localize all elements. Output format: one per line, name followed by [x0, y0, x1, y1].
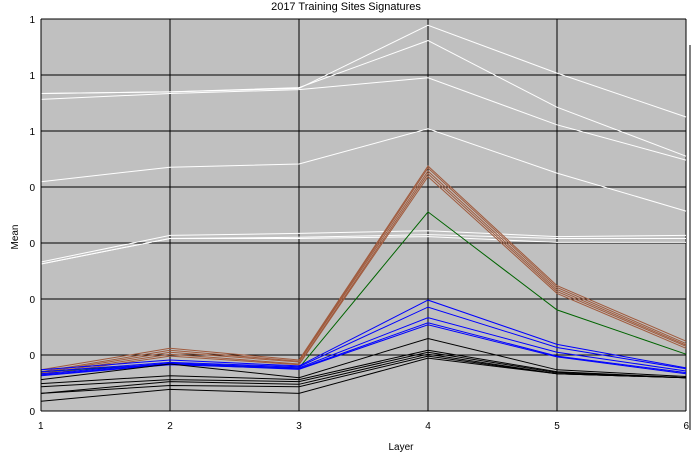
series-line-18: [40, 324, 687, 376]
axes: [40, 19, 691, 430]
chart-title: 2017 Training Sites Signatures: [271, 1, 421, 13]
series-line-12: [40, 175, 687, 376]
series-line-3: [40, 77, 687, 161]
x-tick-label: 5: [554, 421, 560, 432]
y-axis-title: Mean: [10, 224, 21, 249]
y-tick-label: 0: [29, 407, 35, 418]
series-line-19: [40, 337, 687, 381]
x-tick-label: 2: [167, 421, 173, 432]
series-line-9: [40, 167, 687, 373]
y-tick-label: 0: [29, 239, 35, 250]
series-line-7: [40, 230, 687, 263]
x-tick-label: 1: [38, 421, 44, 432]
x-axis-title: Layer: [388, 442, 414, 453]
series-line-4: [40, 128, 687, 212]
grid-lines: [41, 18, 687, 411]
x-tick-label: 4: [425, 421, 431, 432]
series-line-11: [40, 173, 687, 375]
series-line-24: [40, 357, 687, 402]
series-line-2: [40, 40, 687, 157]
y-tick-label: 0: [29, 183, 35, 194]
y-tick-label: 1: [29, 127, 35, 138]
y-tick-label: 0: [29, 295, 35, 306]
series-line-8: [40, 165, 687, 371]
series-lines: [40, 24, 687, 402]
series-line-20: [40, 349, 687, 385]
series-line-10: [40, 170, 687, 374]
series-line-14: [40, 299, 687, 371]
y-tick-label: 0: [29, 351, 35, 362]
series-line-15: [40, 306, 687, 373]
plot-area: [41, 19, 686, 411]
x-tick-label: 6: [683, 421, 689, 432]
series-line-21: [40, 351, 687, 388]
x-tick-label: 3: [296, 421, 302, 432]
y-tick-label: 1: [29, 15, 35, 26]
y-tick-label: 1: [29, 71, 35, 82]
series-line-6: [40, 234, 686, 265]
series-line-16: [40, 317, 687, 375]
